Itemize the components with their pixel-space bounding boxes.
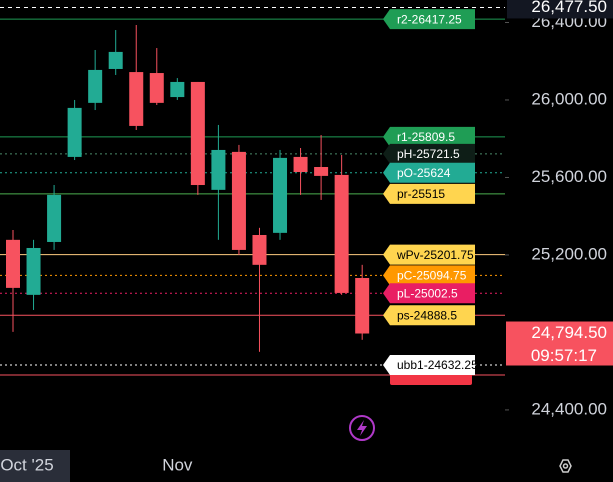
level-tag-label: pC-25094.75 <box>397 269 467 283</box>
candle-body <box>6 239 20 288</box>
level-tag-shape <box>383 126 475 147</box>
alert-bolt <box>357 420 367 436</box>
level-tag-label: r2-26417.25 <box>397 12 462 26</box>
level-tag-label: pH-25721.5 <box>397 147 460 161</box>
level-tag-shape <box>383 265 475 286</box>
candle-body <box>170 81 185 98</box>
current-price-box <box>506 321 613 366</box>
candle-body <box>149 73 164 103</box>
level-tag-shape <box>383 9 475 30</box>
level-tag-shape <box>383 305 475 326</box>
level-tag-label: pL-25002.5 <box>397 286 458 300</box>
y-tick-label: 25,200.00 <box>531 244 607 263</box>
candle-body <box>211 149 226 190</box>
level-tag-label: ps-24888.5 <box>397 308 457 322</box>
x-label-box <box>0 450 70 482</box>
level-tag-shape <box>383 162 475 183</box>
candle-body <box>355 278 370 334</box>
x-tick-label: Nov <box>162 455 193 474</box>
level-tag-label: wPv-25201.75 <box>396 248 474 262</box>
level-tag: pO-25624 <box>383 162 475 183</box>
y-tick-label: 24,400.00 <box>531 399 607 418</box>
level-tag-shape <box>383 183 475 204</box>
candle-body <box>231 151 246 250</box>
level-tag: pr-25515 <box>383 183 475 204</box>
countdown-label: 09:57:17 <box>531 346 597 365</box>
level-tag-shape <box>383 143 475 164</box>
y-tick-label: 25,600.00 <box>531 167 607 186</box>
candle-body <box>26 247 41 295</box>
level-tag: pL-25002.5 <box>383 283 475 304</box>
candle-body <box>293 156 308 173</box>
level-tag-label: r1-25809.5 <box>397 130 455 144</box>
level-tag: pC-25094.75 <box>383 265 475 286</box>
alert-icon[interactable] <box>349 415 375 441</box>
level-tag-shape <box>383 354 475 375</box>
candle-body <box>88 69 103 103</box>
level-tag-shape <box>383 283 475 304</box>
settings-icon[interactable] <box>559 459 572 473</box>
top-price-box <box>507 0 613 19</box>
level-tag-shape <box>383 244 475 265</box>
candle-body <box>314 166 329 176</box>
candle-body <box>252 234 267 265</box>
candle-body <box>108 51 123 69</box>
level-tag: ps-24888.5 <box>383 305 475 326</box>
candle-body <box>190 81 205 186</box>
level-tag: r2-26417.25 <box>383 9 475 30</box>
level-tag-label: pO-25624 <box>397 166 451 180</box>
x-tick-label: Oct '25 <box>0 455 53 474</box>
candle-body <box>129 72 144 126</box>
level-tag: r1-25809.5 <box>383 126 475 147</box>
level-tag-label: ubb1-24632.25 <box>397 358 478 372</box>
candle-body <box>273 157 288 233</box>
candle-body <box>67 107 82 157</box>
level-tag: pH-25721.5 <box>383 143 475 164</box>
level-tag-label: pr-25515 <box>397 187 445 201</box>
level-tag: ubb1-24632.25 <box>383 354 478 375</box>
candle-body <box>47 194 62 242</box>
level-tag: wPv-25201.75 <box>383 244 475 265</box>
y-tick-label: 26,000.00 <box>531 89 607 108</box>
candle-body <box>334 174 349 293</box>
top-price-label: 26,477.50 <box>531 0 607 16</box>
current-price-label: 24,794.50 <box>531 323 607 342</box>
settings-icon-center <box>562 463 569 469</box>
